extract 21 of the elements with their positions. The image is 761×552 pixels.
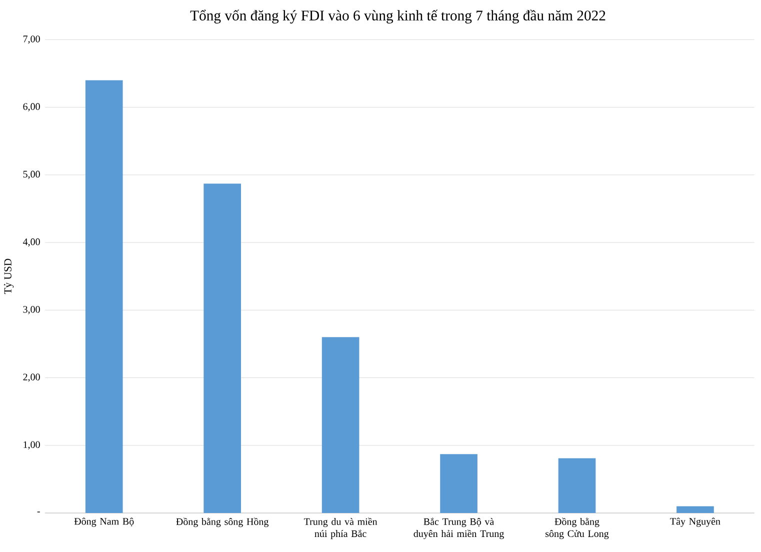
x-tick-label: Trung du và miền núi phía Bắc (304, 518, 378, 540)
x-tick-label: Đồng bằng sông Hồng (176, 518, 269, 528)
x-tick-label: Tây Nguyên (670, 518, 720, 527)
y-tick-label: 6,00 (23, 103, 40, 112)
chart-title: Tổng vốn đăng ký FDI vào 6 vùng kinh tế trong 7 tháng đầu năm 2022 (190, 10, 606, 24)
y-tick-label: 7,00 (23, 36, 40, 44)
x-tick-label: Bắc Trung Bộ và duyên hải miền Trung (414, 518, 504, 540)
x-tick-label: Đồng bằng sông Cửu Long (546, 518, 609, 540)
bar (322, 337, 360, 513)
y-tick-label: 1,00 (24, 441, 40, 450)
y-tick-label: 2,00 (23, 374, 40, 382)
bar (85, 80, 123, 513)
y-tick-label: 5,00 (23, 170, 40, 179)
y-tick-label: 3,00 (23, 306, 40, 314)
y-tick-label: 4,00 (22, 238, 40, 247)
x-tick-label: Đông Nam Bộ (74, 518, 134, 527)
bar (558, 458, 596, 513)
y-axis-title: Tỷ USD (4, 258, 14, 294)
bar (440, 454, 478, 513)
bar (676, 506, 714, 513)
bar (204, 184, 241, 513)
